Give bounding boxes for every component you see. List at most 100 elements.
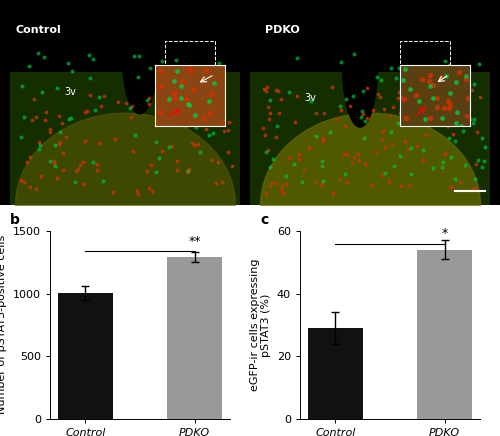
Point bbox=[401, 65, 409, 72]
Point bbox=[182, 95, 190, 102]
Point bbox=[376, 77, 384, 84]
Point bbox=[173, 68, 181, 75]
Point bbox=[372, 149, 380, 156]
Point bbox=[348, 159, 356, 166]
Point bbox=[340, 150, 348, 157]
Point bbox=[474, 157, 482, 164]
Point bbox=[34, 49, 42, 56]
Y-axis label: Number of pSTAT3-positive cells: Number of pSTAT3-positive cells bbox=[0, 235, 8, 415]
Point bbox=[218, 95, 226, 102]
Point bbox=[172, 167, 180, 174]
Point bbox=[186, 65, 194, 72]
Point bbox=[93, 167, 101, 174]
Point bbox=[268, 155, 276, 162]
Text: a: a bbox=[5, 2, 15, 16]
Point bbox=[359, 110, 367, 117]
Point bbox=[360, 134, 368, 141]
Point bbox=[144, 95, 152, 102]
Point bbox=[198, 75, 206, 82]
Point bbox=[146, 161, 154, 168]
Point bbox=[62, 134, 70, 141]
Point bbox=[350, 153, 358, 160]
Point bbox=[206, 105, 214, 112]
Point bbox=[144, 185, 152, 192]
Point bbox=[462, 75, 470, 82]
Point bbox=[272, 179, 280, 186]
Point bbox=[471, 185, 479, 192]
Point bbox=[354, 151, 362, 158]
Point bbox=[312, 133, 320, 140]
Point bbox=[128, 103, 136, 110]
Point bbox=[202, 66, 209, 73]
Point bbox=[452, 119, 460, 126]
Bar bbox=[58, 293, 112, 419]
Point bbox=[459, 127, 467, 134]
Point bbox=[79, 159, 87, 166]
Point bbox=[185, 166, 193, 173]
Point bbox=[17, 133, 25, 140]
Point bbox=[346, 103, 354, 110]
Point bbox=[210, 79, 218, 86]
Point bbox=[52, 175, 60, 182]
Point bbox=[438, 164, 446, 171]
Point bbox=[89, 158, 97, 165]
Point bbox=[312, 178, 320, 185]
Point bbox=[56, 129, 64, 136]
Point bbox=[228, 163, 236, 170]
Point bbox=[190, 102, 198, 109]
Point bbox=[414, 102, 422, 109]
Point bbox=[262, 149, 270, 156]
Point bbox=[317, 181, 325, 188]
Point bbox=[82, 109, 90, 116]
Point bbox=[184, 100, 192, 107]
Point bbox=[480, 157, 488, 164]
Point bbox=[388, 129, 396, 136]
Point bbox=[472, 129, 480, 136]
Point bbox=[192, 124, 200, 131]
Point bbox=[209, 129, 217, 136]
Point bbox=[284, 154, 292, 161]
Point bbox=[451, 137, 459, 144]
Point bbox=[220, 109, 228, 116]
Point bbox=[56, 139, 64, 146]
Point bbox=[99, 178, 107, 185]
Point bbox=[406, 86, 414, 93]
Point bbox=[404, 145, 412, 152]
Text: b: b bbox=[10, 213, 20, 227]
Point bbox=[168, 143, 176, 150]
Point bbox=[164, 143, 172, 150]
Point bbox=[224, 126, 232, 133]
Point bbox=[209, 112, 217, 119]
Point bbox=[134, 73, 142, 80]
Point bbox=[272, 134, 280, 141]
Point bbox=[59, 149, 67, 156]
Point bbox=[278, 190, 286, 197]
Point bbox=[350, 92, 358, 99]
Point bbox=[78, 180, 86, 187]
Point bbox=[418, 76, 426, 83]
Point bbox=[91, 107, 99, 114]
Point bbox=[420, 157, 428, 164]
Point bbox=[50, 158, 58, 165]
Point bbox=[275, 109, 283, 116]
Text: PDKO: PDKO bbox=[265, 24, 300, 34]
Point bbox=[182, 123, 190, 129]
Point bbox=[30, 96, 38, 103]
Point bbox=[447, 153, 455, 160]
Point bbox=[448, 130, 456, 137]
Point bbox=[165, 73, 173, 80]
Point bbox=[463, 113, 471, 120]
Point bbox=[426, 72, 434, 78]
Point bbox=[361, 160, 369, 167]
Point bbox=[432, 103, 440, 110]
Point bbox=[400, 102, 407, 109]
Point bbox=[460, 97, 468, 104]
Point bbox=[444, 98, 452, 105]
Point bbox=[429, 165, 437, 172]
Point bbox=[20, 114, 28, 121]
Point bbox=[470, 116, 478, 123]
Point bbox=[396, 93, 404, 100]
Point bbox=[95, 139, 103, 146]
Point bbox=[110, 136, 118, 143]
Polygon shape bbox=[250, 72, 490, 205]
